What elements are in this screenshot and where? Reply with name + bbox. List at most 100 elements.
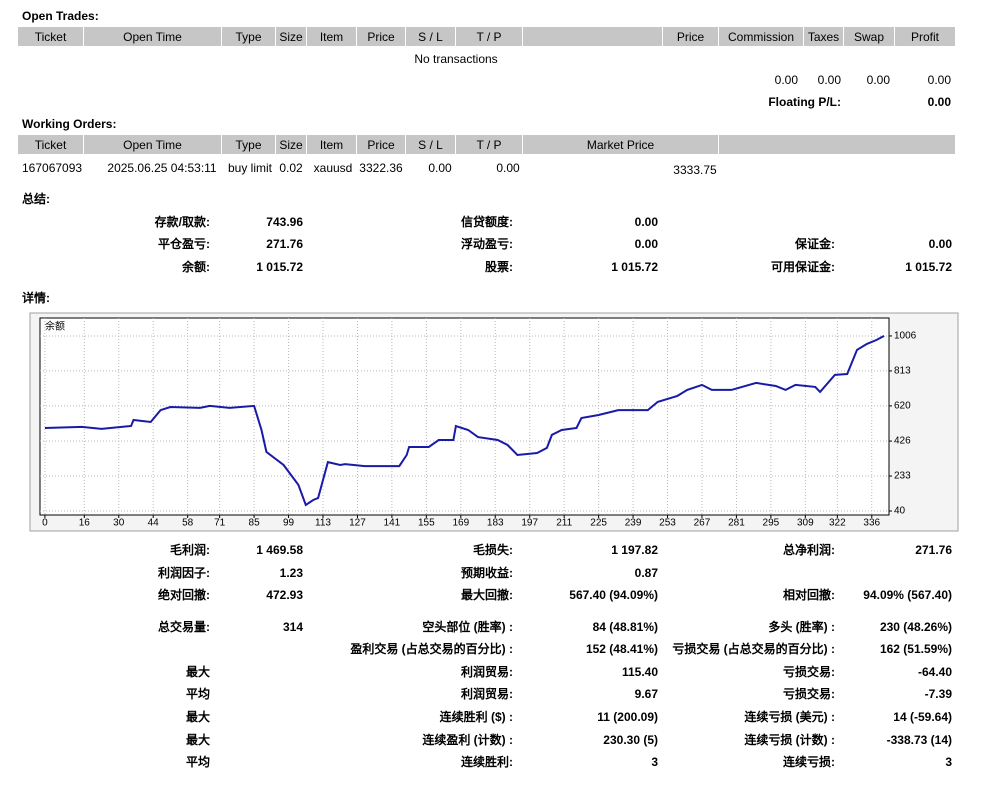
header-cell — [84, 27, 221, 46]
stat-label: 利润贸易: — [461, 687, 513, 701]
stat-label: 连续胜利: — [461, 755, 513, 769]
stat-label: 利润因子: — [158, 566, 210, 580]
header-label: S / L — [418, 30, 443, 44]
header-label: Size — [279, 30, 303, 44]
x-tick-label: 239 — [625, 518, 642, 529]
header-label: T / P — [476, 30, 502, 44]
x-tick-label: 71 — [214, 518, 226, 529]
stat-value: 314 — [282, 620, 303, 634]
section-title: Working Orders: — [22, 117, 117, 131]
stat-value: 271.76 — [915, 543, 952, 557]
header-label: Taxes — [807, 30, 840, 44]
stat-value: 472.93 — [266, 588, 303, 602]
total-value: 0.00 — [866, 73, 890, 87]
stat-value: 162 (51.59%) — [879, 642, 952, 656]
stat-value: 567.40 (94.09%) — [569, 588, 658, 602]
x-tick-label: 113 — [315, 518, 331, 529]
stat-label: 亏损交易: — [783, 665, 835, 679]
header-label: Ticket — [34, 30, 67, 44]
stat-value: 94.09% (567.40) — [863, 588, 952, 602]
x-tick-label: 30 — [113, 518, 125, 529]
header-cell — [18, 135, 83, 154]
order-cell: 2025.06.25 04:53:11 — [107, 161, 217, 175]
y-tick-label: 426 — [894, 436, 911, 447]
header-cell — [276, 27, 306, 46]
stat-value: 84 (48.81%) — [592, 620, 658, 634]
y-tick-label: 40 — [894, 506, 906, 517]
x-tick-label: 211 — [556, 518, 572, 529]
header-label: Commission — [727, 30, 795, 44]
summary-value: 0.00 — [634, 215, 658, 229]
summary-label: 浮动盈亏: — [461, 237, 513, 251]
summary-value: 1 015.72 — [611, 260, 658, 274]
summary-label: 信贷额度: — [461, 215, 513, 229]
stat-value: 14 (-59.64) — [893, 710, 952, 724]
header-cell — [276, 135, 306, 154]
header-cell — [844, 27, 894, 46]
header-cell — [719, 135, 955, 154]
stat-value: -338.73 (14) — [886, 733, 952, 747]
x-tick-label: 183 — [487, 518, 504, 529]
x-tick-label: 197 — [521, 518, 538, 529]
x-tick-label: 169 — [452, 518, 469, 529]
stat-value: 0.87 — [634, 566, 658, 580]
header-cell — [222, 135, 275, 154]
order-cell: 0.00 — [428, 161, 452, 175]
stat-label: 利润贸易: — [461, 665, 513, 679]
header-label: Item — [319, 138, 344, 152]
header-cell — [307, 27, 356, 46]
stat-label: 相对回撤: — [783, 588, 835, 602]
header-cell — [307, 135, 356, 154]
header-label: Price — [367, 30, 395, 44]
header-label: Ticket — [34, 138, 67, 152]
stat-label: 空头部位 (胜率) : — [422, 620, 513, 634]
header-cell — [456, 27, 522, 46]
stat-label: 连续胜利 ($) : — [439, 710, 513, 724]
balance-line — [44, 335, 885, 507]
summary-label: 股票: — [485, 260, 513, 274]
x-tick-label: 155 — [418, 518, 435, 529]
header-cell — [456, 135, 522, 154]
stat-label: 盈利交易 (占总交易的百分比) : — [350, 642, 513, 656]
header-label: S / L — [418, 138, 443, 152]
header-cell — [406, 135, 455, 154]
header-label: T / P — [476, 138, 502, 152]
plot-area — [39, 317, 890, 516]
summary-value: 0.00 — [634, 237, 658, 251]
summary-value: 0.00 — [928, 237, 952, 251]
stat-value: 115.40 — [621, 665, 658, 679]
header-label: Price — [676, 30, 705, 44]
summary-label: 保证金: — [795, 237, 835, 251]
order-cell: 0.00 — [496, 161, 520, 175]
header-label: Type — [235, 138, 262, 152]
header-cell — [663, 27, 718, 46]
summary-label: 存款/取款: — [154, 215, 210, 229]
header-cell — [357, 27, 405, 46]
y-tick-label: 813 — [894, 366, 911, 377]
header-label: Type — [235, 30, 262, 44]
summary-value: 271.76 — [266, 237, 303, 251]
header-label: Open Time — [123, 30, 182, 44]
stat-label: 最大 — [185, 665, 210, 679]
header-cell — [406, 27, 455, 46]
stat-label: 亏损交易: — [783, 687, 835, 701]
order-cell: 0.02 — [279, 161, 303, 175]
x-tick-label: 127 — [349, 518, 366, 529]
stat-label: 亏损交易 (占总交易的百分比) : — [672, 642, 835, 656]
summary-value: 1 015.72 — [905, 260, 952, 274]
order-cell: 167067093 — [22, 161, 83, 175]
header-cell — [719, 27, 803, 46]
order-cell: buy limit — [228, 161, 273, 175]
x-tick-label: 16 — [79, 518, 91, 529]
stat-label: 最大 — [185, 710, 210, 724]
header-label: Size — [279, 138, 303, 152]
x-tick-label: 58 — [182, 518, 194, 529]
stat-label: 毛利润: — [170, 543, 210, 557]
x-tick-label: 295 — [763, 518, 780, 529]
x-tick-label: 267 — [694, 518, 711, 529]
summary-label: 平仓盈亏: — [158, 237, 210, 251]
stat-value: 230 (48.26%) — [879, 620, 952, 634]
x-tick-label: 99 — [283, 518, 295, 529]
